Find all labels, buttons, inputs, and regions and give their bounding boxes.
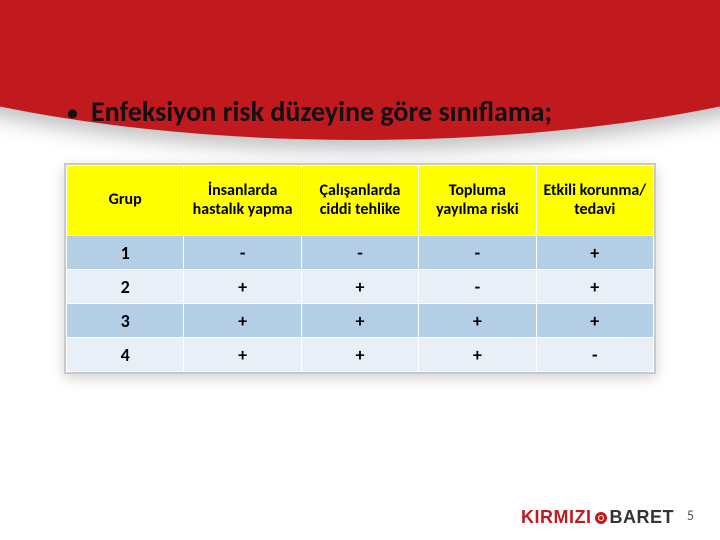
table-cell: 1 bbox=[67, 236, 184, 270]
table-cell: - bbox=[301, 236, 418, 270]
table-cell: - bbox=[536, 338, 653, 372]
table-row: 3++++ bbox=[67, 304, 654, 338]
table-header-cell: Etkili korunma/ tedavi bbox=[536, 166, 653, 236]
table-cell: - bbox=[419, 270, 536, 304]
logo-text-dark: BARET bbox=[610, 507, 675, 528]
bullet-icon: • bbox=[60, 95, 79, 129]
logo-text-red: KIRMIZI bbox=[521, 507, 592, 528]
table-row: 1---+ bbox=[67, 236, 654, 270]
brand-logo: KIRMIZI BARET bbox=[521, 507, 674, 528]
classification-table-wrap: Grupİnsanlarda hastalık yapmaÇalışanlard… bbox=[64, 163, 656, 374]
slide-title: Enfeksiyon risk düzeyine göre sınıflama; bbox=[91, 95, 552, 129]
table-cell: + bbox=[536, 236, 653, 270]
table-cell: + bbox=[184, 304, 301, 338]
table-cell: + bbox=[419, 304, 536, 338]
table-row: 4+++- bbox=[67, 338, 654, 372]
table-cell: + bbox=[301, 304, 418, 338]
table-cell: + bbox=[419, 338, 536, 372]
table-header-row: Grupİnsanlarda hastalık yapmaÇalışanlard… bbox=[67, 166, 654, 236]
table-cell: + bbox=[184, 270, 301, 304]
logo-target-icon bbox=[595, 512, 607, 524]
classification-table: Grupİnsanlarda hastalık yapmaÇalışanlard… bbox=[66, 165, 654, 372]
title-row: • Enfeksiyon risk düzeyine göre sınıflam… bbox=[60, 95, 660, 129]
table-cell: + bbox=[536, 304, 653, 338]
table-cell: + bbox=[301, 270, 418, 304]
table-row: 2++-+ bbox=[67, 270, 654, 304]
table-cell: - bbox=[419, 236, 536, 270]
table-header-cell: İnsanlarda hastalık yapma bbox=[184, 166, 301, 236]
table-header-cell: Grup bbox=[67, 166, 184, 236]
slide-content: • Enfeksiyon risk düzeyine göre sınıflam… bbox=[0, 0, 720, 374]
table-cell: 3 bbox=[67, 304, 184, 338]
table-header-cell: Topluma yayılma riski bbox=[419, 166, 536, 236]
table-cell: 2 bbox=[67, 270, 184, 304]
table-cell: 4 bbox=[67, 338, 184, 372]
table-body: 1---+2++-+3++++4+++- bbox=[67, 236, 654, 372]
table-cell: + bbox=[184, 338, 301, 372]
table-cell: + bbox=[536, 270, 653, 304]
table-cell: + bbox=[301, 338, 418, 372]
table-cell: - bbox=[184, 236, 301, 270]
page-number: 5 bbox=[687, 507, 694, 524]
table-header-cell: Çalışanlarda ciddi tehlike bbox=[301, 166, 418, 236]
